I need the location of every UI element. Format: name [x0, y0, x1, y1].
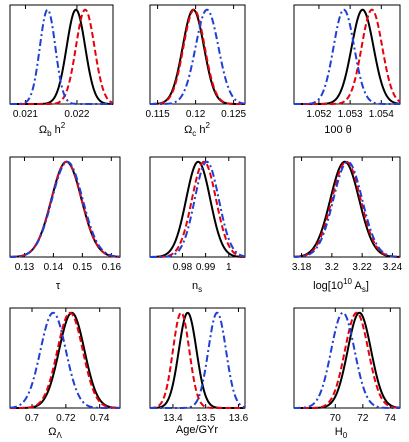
- xlabel-h0: H0: [335, 426, 348, 440]
- x-tick-label-log-As-3: 3.24: [383, 262, 403, 273]
- axes-frame-omega-lambda: [9, 307, 121, 409]
- x-tick-label-tau-3: 0.16: [102, 262, 122, 273]
- x-tick-label-h0-2: 74: [385, 413, 397, 424]
- panel-log-As: log[1010 As] 3.18 3.2 3.22 3.24: [292, 156, 403, 294]
- x-tick-label-omega-b-h2-1: 0.022: [64, 109, 89, 120]
- curve-100-theta-dashdot: [294, 8, 400, 105]
- x-tick-label-tau-2: 0.15: [73, 262, 93, 273]
- xlabel-omega-b-h2: Ωb h2: [39, 121, 66, 138]
- curve-omega-c-h2-solid: [149, 8, 245, 105]
- axes-frame-tau: [9, 156, 121, 258]
- x-tick-label-log-As-2: 3.22: [352, 262, 372, 273]
- x-tick-label-tau-0: 0.13: [15, 262, 35, 273]
- panel-age: Age/GYr 13.4 13.5 13.6: [149, 307, 249, 436]
- curve-100-theta-dashed: [294, 8, 401, 105]
- curve-omega-lambda-solid: [10, 311, 121, 409]
- curve-tau-dashed: [9, 160, 121, 258]
- curve-h0-solid: [294, 311, 401, 409]
- curve-n-s-dashdot: [150, 160, 246, 258]
- x-tick-label-omega-c-h2-2: 0.125: [221, 109, 246, 120]
- x-tick-label-log-As-0: 3.18: [292, 262, 312, 273]
- x-tick-label-omega-b-h2-0: 0.021: [13, 109, 38, 120]
- curve-omega-c-h2-dashed: [150, 8, 245, 105]
- x-tick-label-n-s-2: 1: [226, 262, 232, 273]
- xlabel-log-As: log[1010 As]: [313, 277, 369, 294]
- axes-frame-omega-c-h2: [149, 4, 246, 105]
- x-tick-label-100-theta-1: 1.053: [338, 109, 363, 120]
- xlabel-100-theta: 100 θ: [324, 124, 352, 136]
- curve-100-theta-solid: [294, 8, 401, 105]
- x-tick-label-n-s-0: 0.98: [173, 262, 193, 273]
- x-tick-label-age-1: 13.5: [196, 413, 216, 424]
- panel-100-theta: 100 θ 1.052 1.053 1.054: [293, 4, 401, 136]
- curve-n-s-dashed: [149, 160, 246, 258]
- curve-omega-c-h2-dashdot: [150, 8, 246, 105]
- curve-h0-dashed: [294, 311, 401, 409]
- xlabel-omega-c-h2: Ωc h2: [184, 121, 210, 138]
- panel-n-s: ns 0.98 0.99 1: [149, 156, 246, 294]
- curve-tau-solid: [9, 160, 121, 258]
- xlabel-omega-lambda: ΩΛ: [48, 426, 62, 440]
- curve-omega-lambda-dashdot: [9, 311, 120, 409]
- x-tick-label-100-theta-0: 1.052: [306, 109, 331, 120]
- x-tick-label-100-theta-2: 1.054: [369, 109, 394, 120]
- panel-tau: τ 0.13 0.14 0.15 0.16: [9, 156, 122, 292]
- x-tick-label-omega-lambda-1: 0.72: [56, 413, 76, 424]
- panel-omega-b-h2: Ωb h2 0.021 0.022: [9, 4, 114, 138]
- curve-tau-dashdot: [9, 160, 121, 258]
- xlabel-n-s: ns: [192, 280, 202, 294]
- panel-h0: H0 70 72 74: [293, 307, 401, 440]
- x-tick-label-omega-c-h2-0: 0.115: [145, 109, 170, 120]
- curve-log-As-solid: [293, 160, 401, 258]
- curve-age-dashdot: [150, 311, 246, 409]
- x-tick-label-tau-1: 0.14: [44, 262, 64, 273]
- xlabel-age: Age/GYr: [176, 424, 219, 436]
- x-tick-label-log-As-1: 3.2: [325, 262, 339, 273]
- x-tick-label-omega-c-h2-1: 0.12: [186, 109, 206, 120]
- curve-log-As-dashed: [293, 160, 401, 258]
- x-tick-label-omega-lambda-0: 0.7: [25, 413, 39, 424]
- axes-frame-age: [149, 307, 246, 409]
- axes-frame-100-theta: [293, 4, 401, 105]
- xlabel-tau: τ: [56, 280, 61, 292]
- x-tick-label-age-2: 13.6: [229, 413, 249, 424]
- panel-omega-lambda: ΩΛ 0.7 0.72 0.74: [9, 307, 121, 440]
- curve-omega-b-h2-dashdot: [10, 8, 113, 105]
- x-tick-label-h0-1: 72: [357, 413, 369, 424]
- curve-n-s-solid: [149, 160, 246, 258]
- x-tick-label-omega-lambda-2: 0.74: [90, 413, 110, 424]
- axes-frame-n-s: [149, 156, 246, 258]
- axes-frame-log-As: [293, 156, 401, 258]
- x-tick-label-h0-0: 70: [330, 413, 342, 424]
- curve-omega-b-h2-dashed: [10, 8, 114, 105]
- panel-omega-c-h2: Ωc h2 0.115 0.12 0.125: [145, 4, 247, 138]
- axes-frame-h0: [293, 307, 401, 409]
- curve-omega-lambda-dashed: [10, 311, 121, 409]
- curve-h0-dashdot: [294, 311, 400, 409]
- curve-log-As-dashdot: [293, 160, 401, 258]
- x-tick-label-age-0: 13.4: [163, 413, 183, 424]
- curve-age-dashed: [149, 311, 245, 409]
- axes-frame-omega-b-h2: [9, 4, 114, 105]
- x-tick-label-n-s-1: 0.99: [196, 262, 216, 273]
- curve-omega-b-h2-solid: [10, 8, 114, 105]
